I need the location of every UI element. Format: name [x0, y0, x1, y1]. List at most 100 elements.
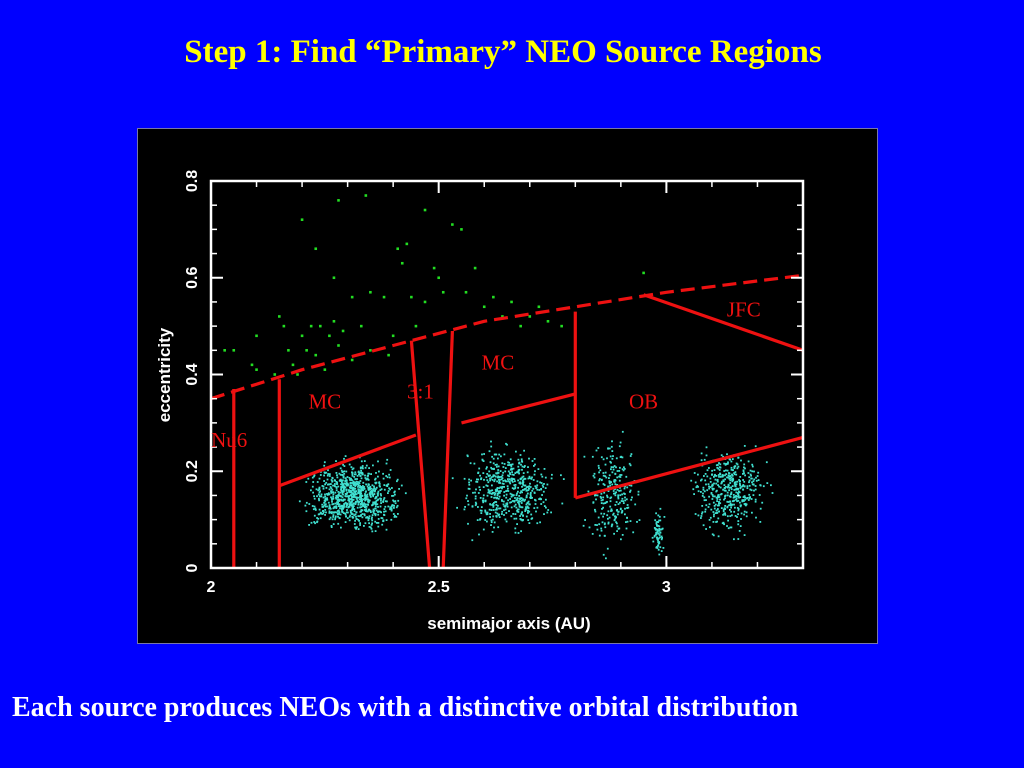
main-belt-point: [367, 472, 370, 475]
main-belt-point: [514, 497, 516, 499]
main-belt-point: [352, 508, 355, 511]
main-belt-point: [510, 468, 513, 471]
main-belt-point: [371, 484, 374, 487]
main-belt-point: [362, 503, 365, 506]
main-belt-point: [732, 500, 734, 503]
main-belt-point: [482, 501, 485, 504]
slide-title: Step 1: Find “Primary” NEO Source Region…: [184, 34, 822, 70]
main-belt-point: [592, 474, 595, 477]
main-belt-point: [713, 482, 715, 485]
main-belt-point: [363, 486, 366, 488]
main-belt-point: [387, 483, 390, 486]
main-belt-point: [708, 519, 711, 521]
main-belt-point: [728, 475, 731, 478]
main-belt-point: [631, 496, 633, 499]
main-belt-point: [729, 482, 732, 484]
main-belt-point: [348, 515, 351, 518]
main-belt-point: [336, 499, 339, 501]
main-belt-point: [742, 484, 745, 486]
main-belt-point: [501, 487, 503, 490]
main-belt-point: [599, 495, 602, 498]
main-belt-point: [517, 465, 520, 468]
main-belt-point: [514, 513, 517, 515]
main-belt-point: [537, 468, 540, 470]
main-belt-point: [378, 470, 380, 473]
main-belt-point: [740, 518, 742, 520]
main-belt-point: [493, 474, 495, 477]
main-belt-point: [730, 488, 733, 491]
main-belt-point: [530, 495, 532, 498]
main-belt-point: [728, 472, 731, 475]
main-belt-point: [482, 497, 485, 500]
main-belt-point: [354, 471, 357, 474]
main-belt-point: [340, 488, 342, 491]
main-belt-point: [690, 479, 693, 482]
main-belt-point: [617, 497, 620, 500]
main-belt-point: [515, 517, 518, 520]
main-belt-point: [519, 500, 522, 503]
main-belt-point: [611, 509, 613, 512]
main-belt-point: [531, 460, 534, 462]
main-belt-point: [350, 501, 352, 504]
main-belt-point: [354, 526, 357, 529]
main-belt-point: [494, 496, 497, 499]
main-belt-point: [603, 523, 606, 526]
main-belt-point: [357, 486, 359, 488]
main-belt-point: [357, 490, 360, 492]
main-belt-point: [372, 503, 374, 506]
main-belt-point: [610, 445, 613, 448]
main-belt-point: [510, 479, 513, 482]
main-belt-point: [331, 491, 334, 494]
main-belt-point: [521, 506, 524, 509]
main-belt-point: [342, 479, 344, 482]
main-belt-point: [350, 484, 353, 487]
main-belt-point: [466, 455, 469, 458]
main-belt-point: [700, 478, 703, 481]
main-belt-point: [521, 460, 523, 462]
main-belt-point: [486, 479, 489, 482]
main-belt-point: [336, 483, 338, 485]
main-belt-point: [702, 524, 705, 527]
main-belt-point: [741, 485, 743, 488]
main-belt-point: [560, 474, 562, 477]
main-belt-point: [744, 467, 746, 470]
main-belt-point: [341, 510, 343, 513]
main-belt-point: [751, 465, 754, 468]
main-belt-point: [721, 522, 724, 525]
main-belt-point: [629, 455, 632, 457]
neo-point: [291, 363, 295, 367]
main-belt-point: [355, 480, 358, 483]
main-belt-point: [660, 535, 663, 538]
main-belt-point: [465, 497, 468, 500]
main-belt-point: [344, 493, 347, 495]
main-belt-point: [340, 486, 343, 488]
main-belt-point: [359, 486, 361, 489]
main-belt-point: [496, 504, 499, 507]
main-belt-point: [343, 504, 345, 507]
y-tick-label: 0.8: [184, 170, 201, 192]
main-belt-point: [703, 475, 705, 477]
main-belt-point: [359, 515, 362, 517]
main-belt-point: [543, 513, 545, 515]
main-belt-point: [536, 484, 539, 487]
main-belt-point: [604, 471, 607, 474]
main-belt-point: [742, 470, 745, 473]
main-belt-point: [527, 487, 530, 490]
main-belt-point: [367, 483, 370, 486]
main-belt-point: [317, 513, 320, 516]
main-belt-point: [723, 523, 725, 526]
main-belt-point: [369, 494, 372, 496]
main-belt-point: [343, 457, 345, 460]
main-belt-point: [348, 504, 351, 506]
main-belt-point: [480, 509, 483, 512]
main-belt-point: [371, 490, 374, 493]
main-belt-point: [350, 498, 353, 500]
main-belt-point: [723, 489, 726, 492]
main-belt-point: [372, 510, 375, 513]
main-belt-point: [505, 493, 508, 496]
main-belt-point: [724, 495, 726, 497]
main-belt-point: [755, 476, 757, 479]
main-belt-point: [344, 455, 347, 457]
main-belt-point: [623, 466, 625, 469]
main-belt-point: [363, 514, 366, 517]
